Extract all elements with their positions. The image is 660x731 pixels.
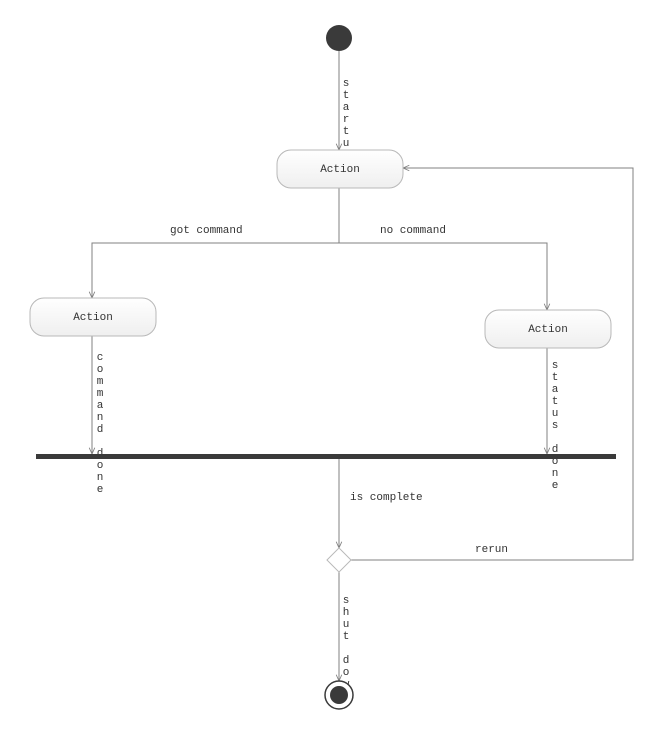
final-node-inner: [330, 686, 348, 704]
edge-startup-label: startup: [340, 78, 352, 162]
join-bar: [36, 454, 616, 459]
initial-node: [326, 25, 352, 51]
edge-got-command-label: got command: [170, 225, 243, 237]
edge-status-done-label: status done: [549, 360, 561, 492]
edge-got-command: [92, 188, 339, 298]
edge-command-done-label: command done: [94, 352, 106, 496]
edge-no-command-label: no command: [380, 225, 446, 237]
edge-no-command: [339, 188, 547, 310]
action-node-top-label: Action: [320, 164, 360, 176]
edge-is-complete-label: is complete: [350, 492, 423, 504]
action-node-right-label: Action: [528, 324, 568, 336]
action-node-left-label: Action: [73, 312, 113, 324]
edge-rerun-label: rerun: [475, 544, 508, 556]
decision-node: [327, 548, 351, 572]
